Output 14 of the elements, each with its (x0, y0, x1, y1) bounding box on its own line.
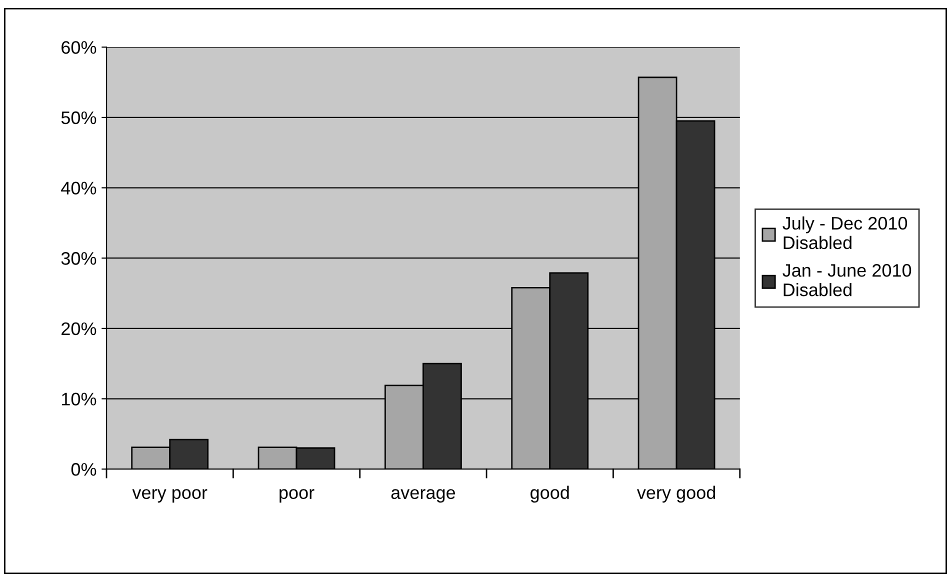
y-tick-label: 60% (62, 41, 96, 54)
x-tick-label: very poor (132, 489, 208, 503)
y-tick-label: 0% (71, 463, 96, 476)
legend-label: Jan - June 2010 Disabled (782, 264, 912, 296)
y-tick-label: 10% (62, 392, 96, 406)
y-tick-label: 40% (61, 182, 96, 195)
x-tick-label: poor (280, 489, 314, 503)
x-tick-label: good (530, 486, 569, 503)
y-tick-label: 50% (61, 111, 96, 124)
y-tick-label: 20% (62, 322, 96, 336)
x-tick-label: very good (636, 486, 716, 503)
legend-label: July - Dec 2010 Disabled (782, 216, 908, 250)
y-tick-label: 30% (61, 252, 96, 265)
x-tick-label: average (391, 489, 456, 503)
